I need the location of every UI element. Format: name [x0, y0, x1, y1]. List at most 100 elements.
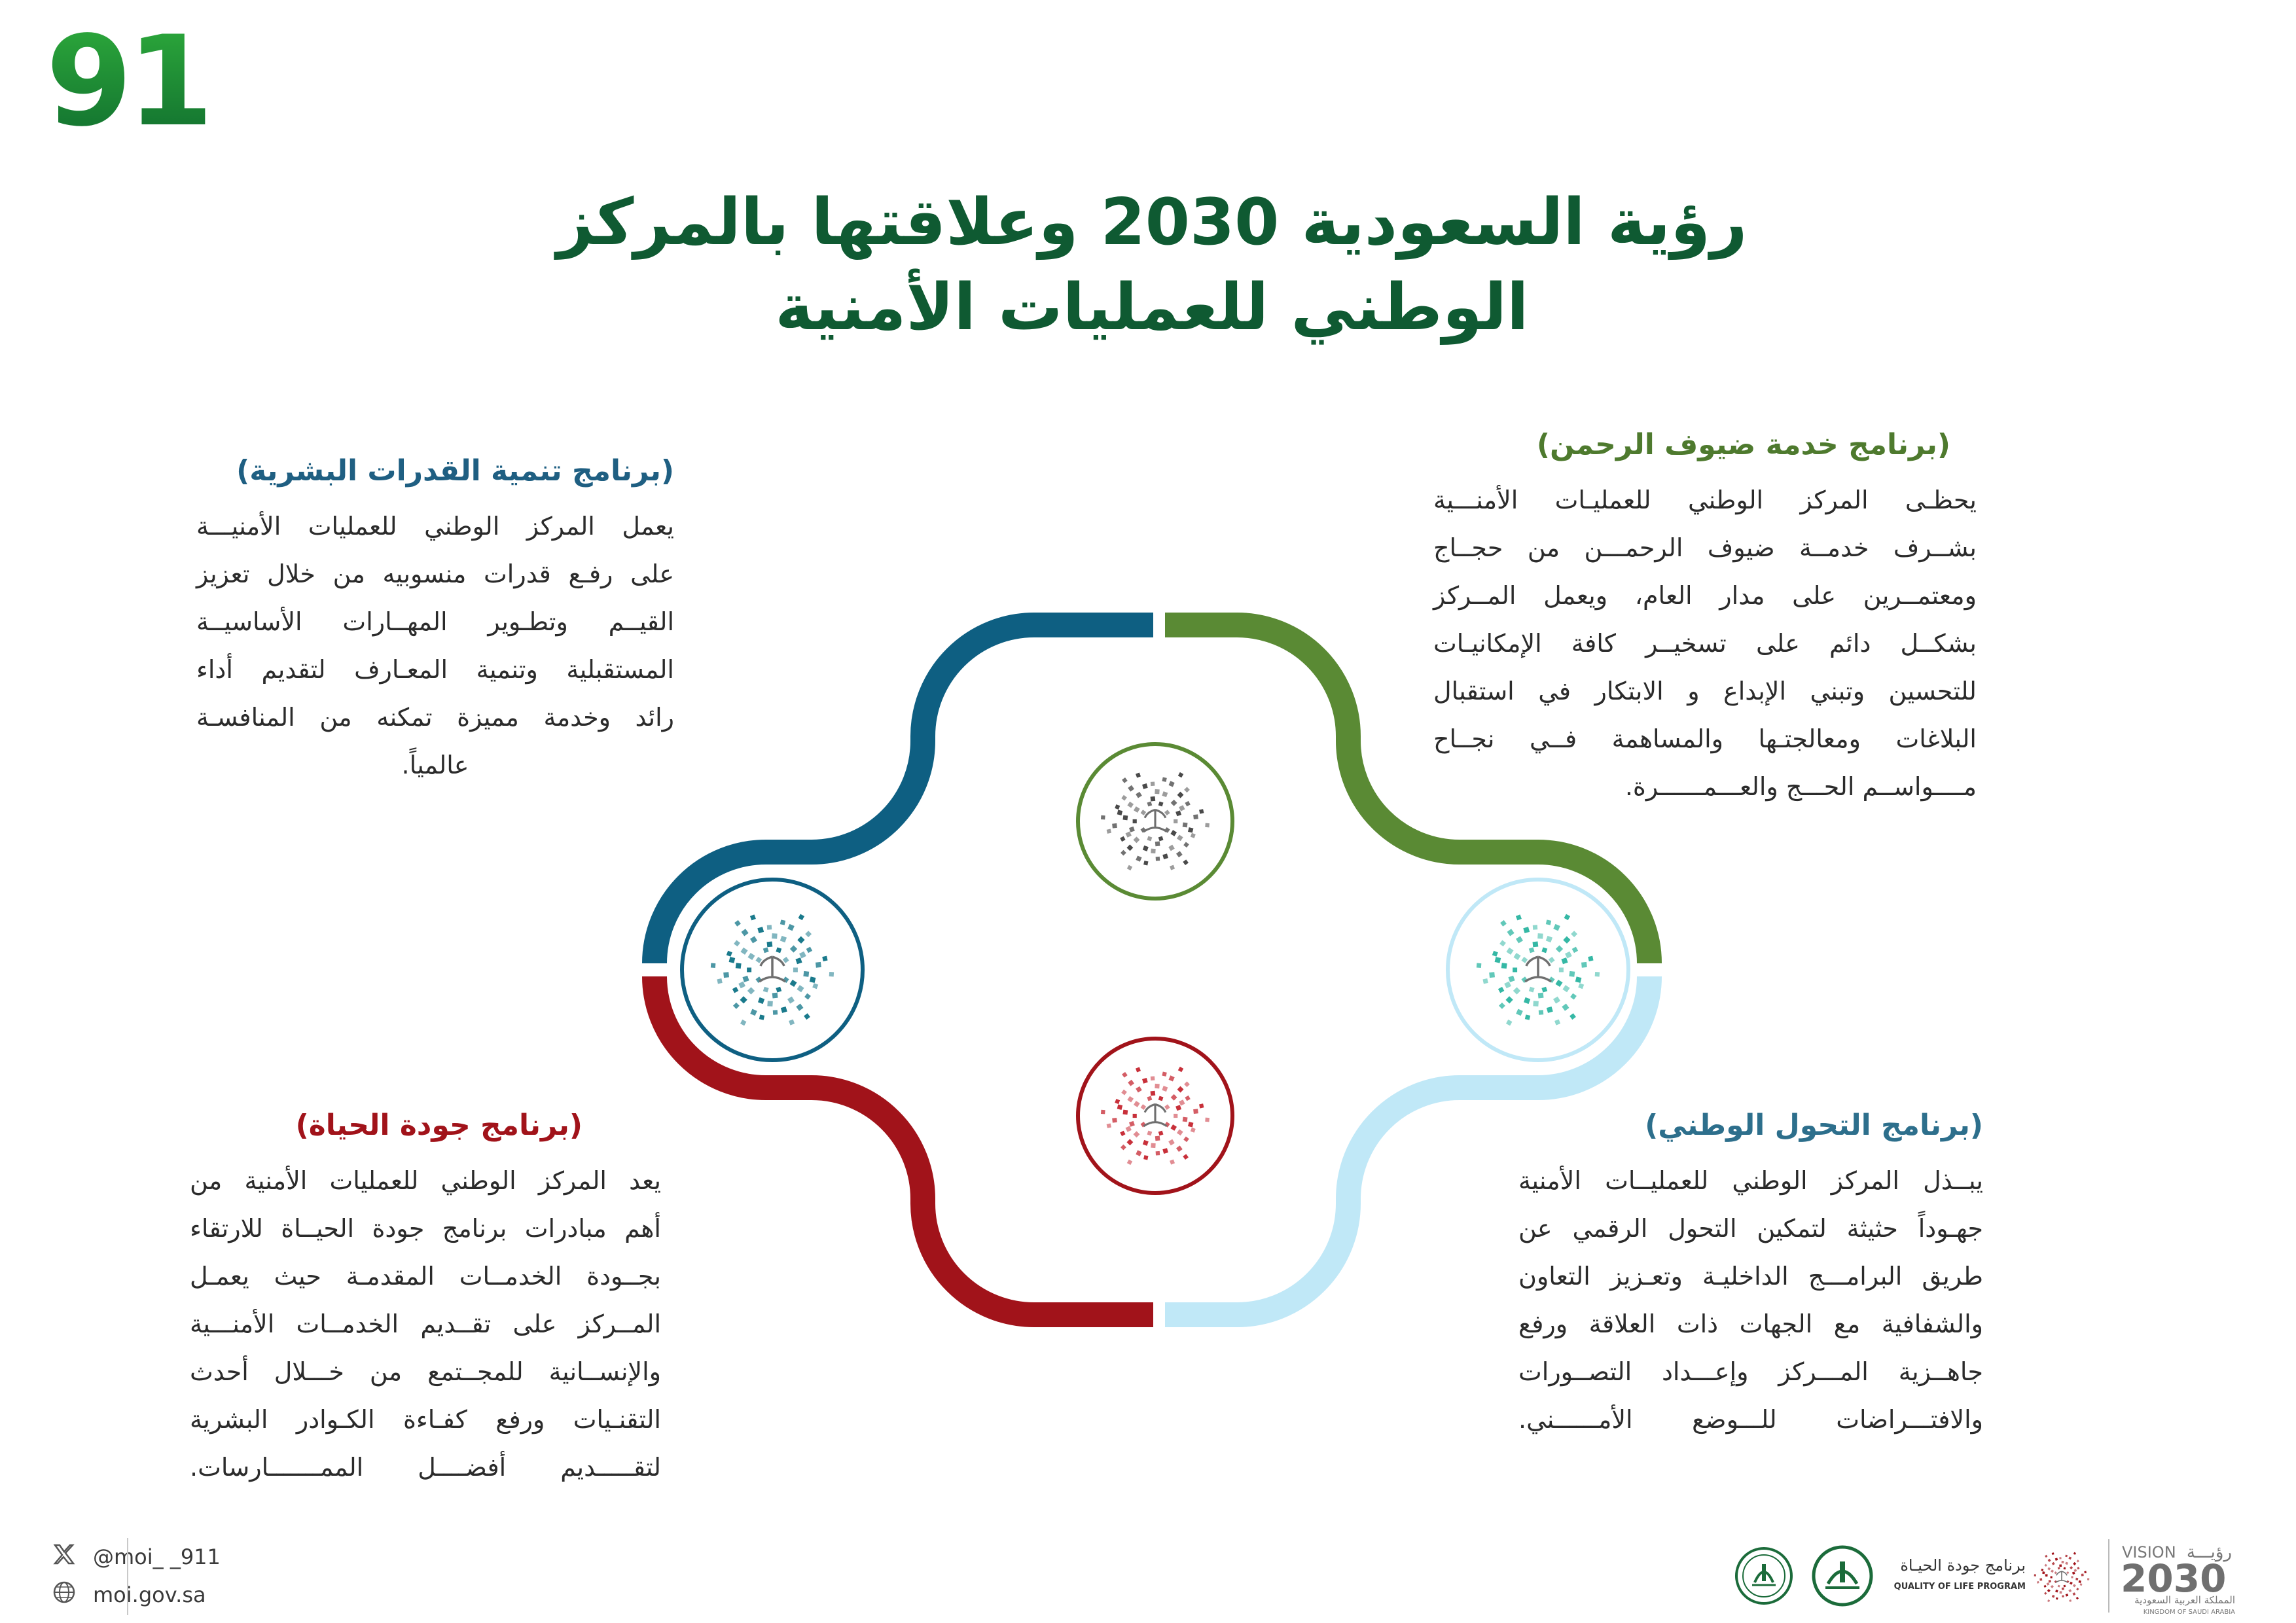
emblem-dot — [2077, 1567, 2080, 1570]
emblem-dot — [1179, 1099, 1185, 1106]
emblem-dot — [1176, 1129, 1183, 1136]
emblem-dot — [796, 1003, 804, 1011]
emblem-dot — [2046, 1582, 2050, 1586]
emblem-dot — [1170, 1094, 1177, 1101]
emblem-dot — [2073, 1552, 2076, 1555]
section-ntp-heading: (برنامج التحول الوطني) — [1645, 1109, 1983, 1142]
emblem-dot — [2063, 1567, 2066, 1570]
emblem-dot — [1553, 923, 1560, 931]
emblem-dot — [1555, 945, 1564, 953]
emblem-dot — [1122, 1071, 1128, 1078]
emblem-dot — [1168, 1139, 1175, 1146]
node-left — [680, 878, 865, 1062]
emblem-dot — [1523, 927, 1530, 934]
emblem-dot — [1126, 1159, 1133, 1166]
contact-twitter-row[interactable]: @moi_ _911 — [46, 1538, 221, 1576]
emblem-dot — [2084, 1571, 2087, 1574]
emblem-dot — [1506, 947, 1514, 955]
emblem-dot — [1121, 1089, 1127, 1096]
section-qol-line: بجــودة الخدمــات المقدمـة حيث يعمـل — [190, 1262, 661, 1291]
emblem-dot — [2054, 1558, 2058, 1561]
emblem-dot — [1492, 950, 1498, 957]
emblem-dot — [1140, 810, 1147, 815]
emblem-dot — [2065, 1554, 2068, 1558]
emblem-dot — [780, 919, 786, 925]
emblem-dot — [747, 987, 755, 995]
emblem-dot — [1187, 827, 1194, 833]
emblem-dot — [2063, 1584, 2066, 1588]
emblem-dot — [1575, 976, 1582, 983]
emblem-dot — [797, 936, 805, 944]
emblem-dot — [1177, 791, 1184, 798]
qol-emblem-icon — [2034, 1552, 2090, 1603]
emblem-dot — [1552, 996, 1561, 1004]
emblem-dot — [1136, 1067, 1141, 1073]
qol-program-label-ar: برنامج جودة الحيـاة — [1900, 1556, 2026, 1575]
emblem-dot — [1121, 794, 1127, 801]
emblem-dot — [1155, 1135, 1160, 1141]
emblem-dot — [1170, 1124, 1177, 1131]
emblem-dot — [742, 975, 749, 982]
emblem-dot — [798, 914, 805, 921]
emblem-dot — [1142, 783, 1148, 789]
emblem-dot — [1162, 791, 1168, 798]
section-human-line: القيــم وتطـوير المهــارات الأساسيــة — [196, 607, 674, 636]
emblem-dot — [1133, 1131, 1140, 1138]
emblem-dot — [1106, 829, 1111, 834]
emblem-dot — [804, 993, 811, 1000]
emblem-dot — [1193, 814, 1198, 820]
palm-swords-icon — [758, 955, 787, 983]
emblem-dot — [1504, 981, 1511, 989]
contact-divider — [127, 1538, 128, 1615]
green-track — [1165, 613, 1662, 964]
emblem-dot — [734, 919, 741, 927]
emblem-dot — [2048, 1579, 2052, 1583]
emblem-dot — [1133, 806, 1140, 813]
emblem-dot — [1190, 1127, 1196, 1133]
emblem-dot — [1133, 836, 1140, 844]
emblem-dot — [1147, 836, 1153, 842]
emblem-dot — [1532, 941, 1539, 948]
twitter-handle[interactable]: @moi_ _911 — [93, 1544, 221, 1569]
emblem-dot — [2043, 1584, 2047, 1588]
emblem-dot — [1524, 1014, 1531, 1020]
emblem-dot — [1158, 1096, 1164, 1101]
node-top — [1076, 742, 1234, 901]
emblem-dot — [1128, 1079, 1134, 1086]
emblem-dot — [755, 957, 762, 963]
palm-swords-icon — [1524, 955, 1552, 983]
emblem-dot — [1537, 933, 1543, 939]
section-hajj-line: للتحسين وتبني الإبداع و الابتكار في استق… — [1433, 677, 1977, 705]
emblem-dot — [1174, 819, 1178, 824]
emblem-dot — [1175, 1105, 1182, 1111]
emblem-dot — [1170, 1159, 1175, 1165]
emblem-dot — [2034, 1574, 2037, 1577]
emblem-dot — [738, 981, 745, 989]
emblem-dot — [1185, 800, 1191, 807]
emblem-dot — [1136, 1150, 1142, 1156]
emblem-dot — [749, 914, 756, 921]
emblem-dot — [1558, 967, 1564, 972]
emblem-dot — [1177, 1086, 1184, 1093]
emblem-dot — [1147, 1130, 1153, 1136]
emblem-dot — [1513, 987, 1521, 995]
emblem-dot — [795, 957, 802, 965]
emblem-dot — [741, 929, 749, 936]
emblem-dot — [1150, 1090, 1156, 1096]
website-link[interactable]: moi.gov.sa — [93, 1582, 206, 1607]
emblem-dot — [1106, 1123, 1111, 1128]
emblem-dot — [805, 931, 812, 938]
emblem-dot — [767, 1001, 773, 1007]
emblem-dot — [812, 983, 819, 990]
emblem-dot — [735, 963, 742, 969]
contact-website-row[interactable]: moi.gov.sa — [46, 1576, 221, 1614]
section-qol-body: يعد المركز الوطني للعمليات الأمنية من أه… — [190, 1157, 661, 1491]
emblem-dot — [2073, 1561, 2077, 1565]
emblem-dot — [1112, 823, 1117, 829]
emblem-dot — [1147, 1096, 1153, 1101]
emblem-dot — [740, 947, 748, 955]
section-quality-of-life-program: (برنامج جودة الحياة) يعد المركز الوطني ل… — [190, 1106, 661, 1491]
emblem-dot — [1184, 787, 1190, 793]
section-human-capability-program: (برنامج تنمية القدرات البشرية) يعمل المر… — [196, 452, 674, 789]
